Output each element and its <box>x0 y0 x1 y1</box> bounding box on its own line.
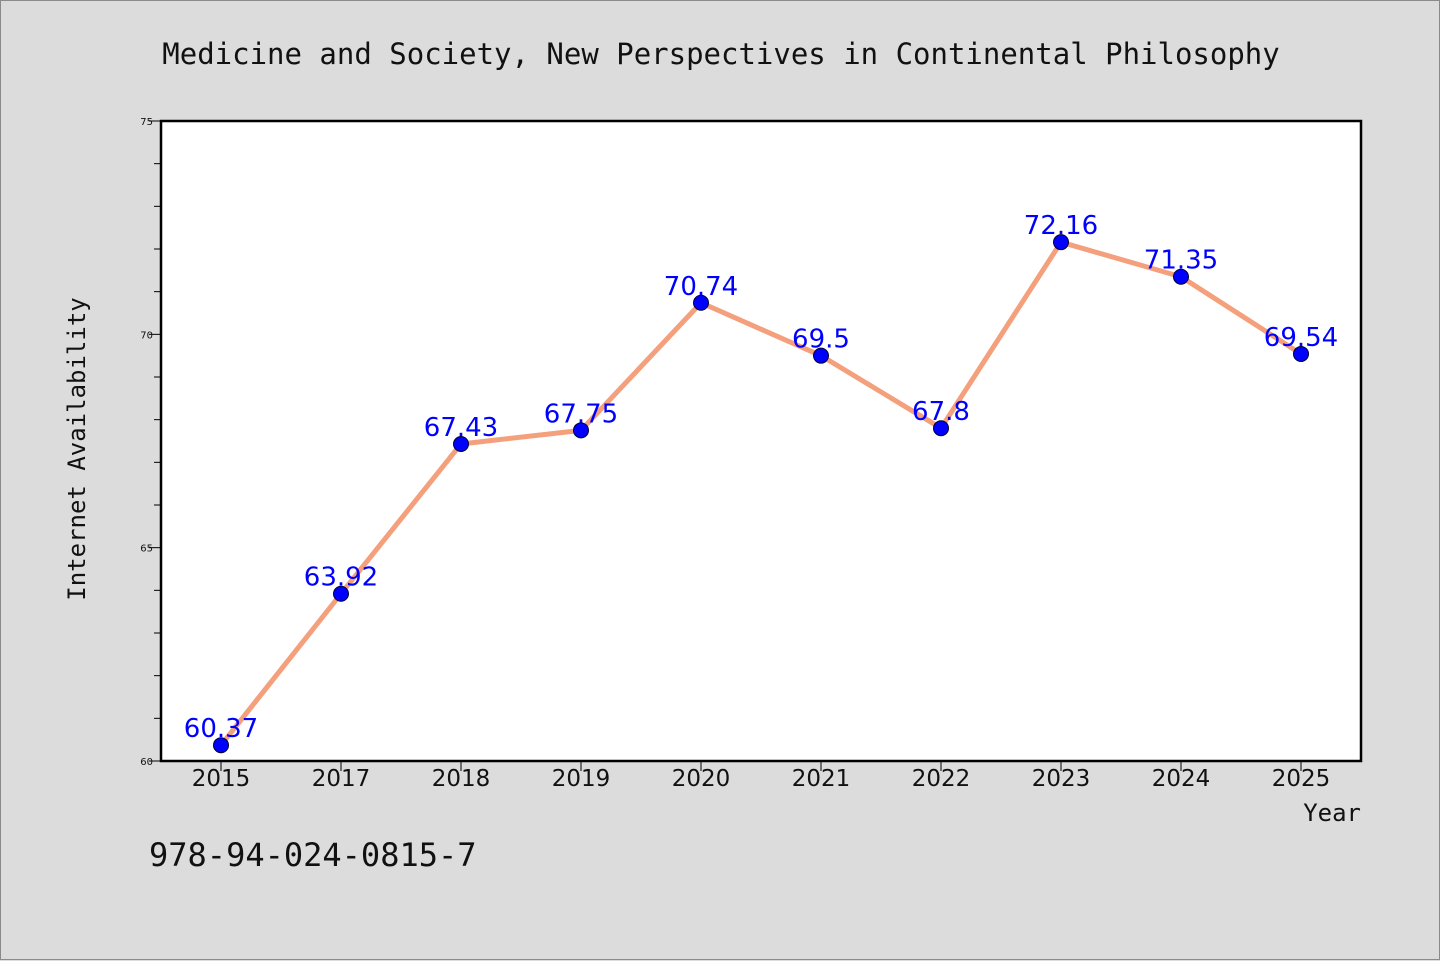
x-tick-label: 2017 <box>312 766 371 792</box>
x-tick-label: 2025 <box>1272 766 1331 792</box>
series-line <box>218 239 1304 748</box>
data-label: 67.43 <box>424 413 498 443</box>
data-label: 69.5 <box>792 325 850 355</box>
data-label: 71.35 <box>1144 246 1218 276</box>
y-tick-label: 70 <box>140 330 153 341</box>
x-axis: 2015 2017 2018 2019 2020 2021 2022 2023 2024 2025 <box>192 761 1331 792</box>
y-tick-label: 75 <box>140 117 153 128</box>
data-point <box>933 420 949 437</box>
x-axis-label: Year <box>1303 799 1361 827</box>
data-point <box>1173 268 1189 285</box>
y-axis-label: Internet Availability <box>63 297 91 600</box>
x-tick-label: 2022 <box>912 766 971 792</box>
data-point <box>693 294 709 311</box>
x-tick-label: 2024 <box>1152 766 1211 792</box>
data-point <box>813 347 829 364</box>
data-label-layer: 60.37 63.92 67.43 67.75 70.74 69.5 67.8 72.16 71… <box>184 211 1338 744</box>
data-point <box>1293 345 1309 362</box>
y-axis: 60 65 70 75 <box>140 117 161 768</box>
x-tick-label: 2021 <box>792 766 851 792</box>
y-tick-label: 60 <box>140 757 153 768</box>
data-label: 67.8 <box>912 397 970 427</box>
data-point <box>213 737 229 754</box>
data-point <box>453 435 469 452</box>
series-layer <box>213 234 1309 754</box>
data-point <box>333 585 349 602</box>
x-tick-label: 2020 <box>672 766 731 792</box>
data-label: 69.54 <box>1264 323 1338 353</box>
data-label: 63.92 <box>304 563 378 593</box>
x-tick-label: 2018 <box>432 766 491 792</box>
data-point <box>573 422 589 439</box>
x-tick-label: 2019 <box>552 766 611 792</box>
data-label: 60.37 <box>184 714 258 744</box>
isbn-text: 978-94-024-0815-7 <box>149 836 477 874</box>
data-label: 70.74 <box>664 272 738 302</box>
x-tick-label: 2023 <box>1032 766 1091 792</box>
x-tick-label: 2015 <box>192 766 251 792</box>
data-label: 67.75 <box>544 399 618 429</box>
chart-title: Medicine and Society, New Perspectives i… <box>162 37 1279 71</box>
plot-area <box>159 119 1363 763</box>
data-label: 72.16 <box>1024 211 1098 241</box>
data-point <box>1053 234 1069 251</box>
y-tick-label: 65 <box>140 544 153 555</box>
